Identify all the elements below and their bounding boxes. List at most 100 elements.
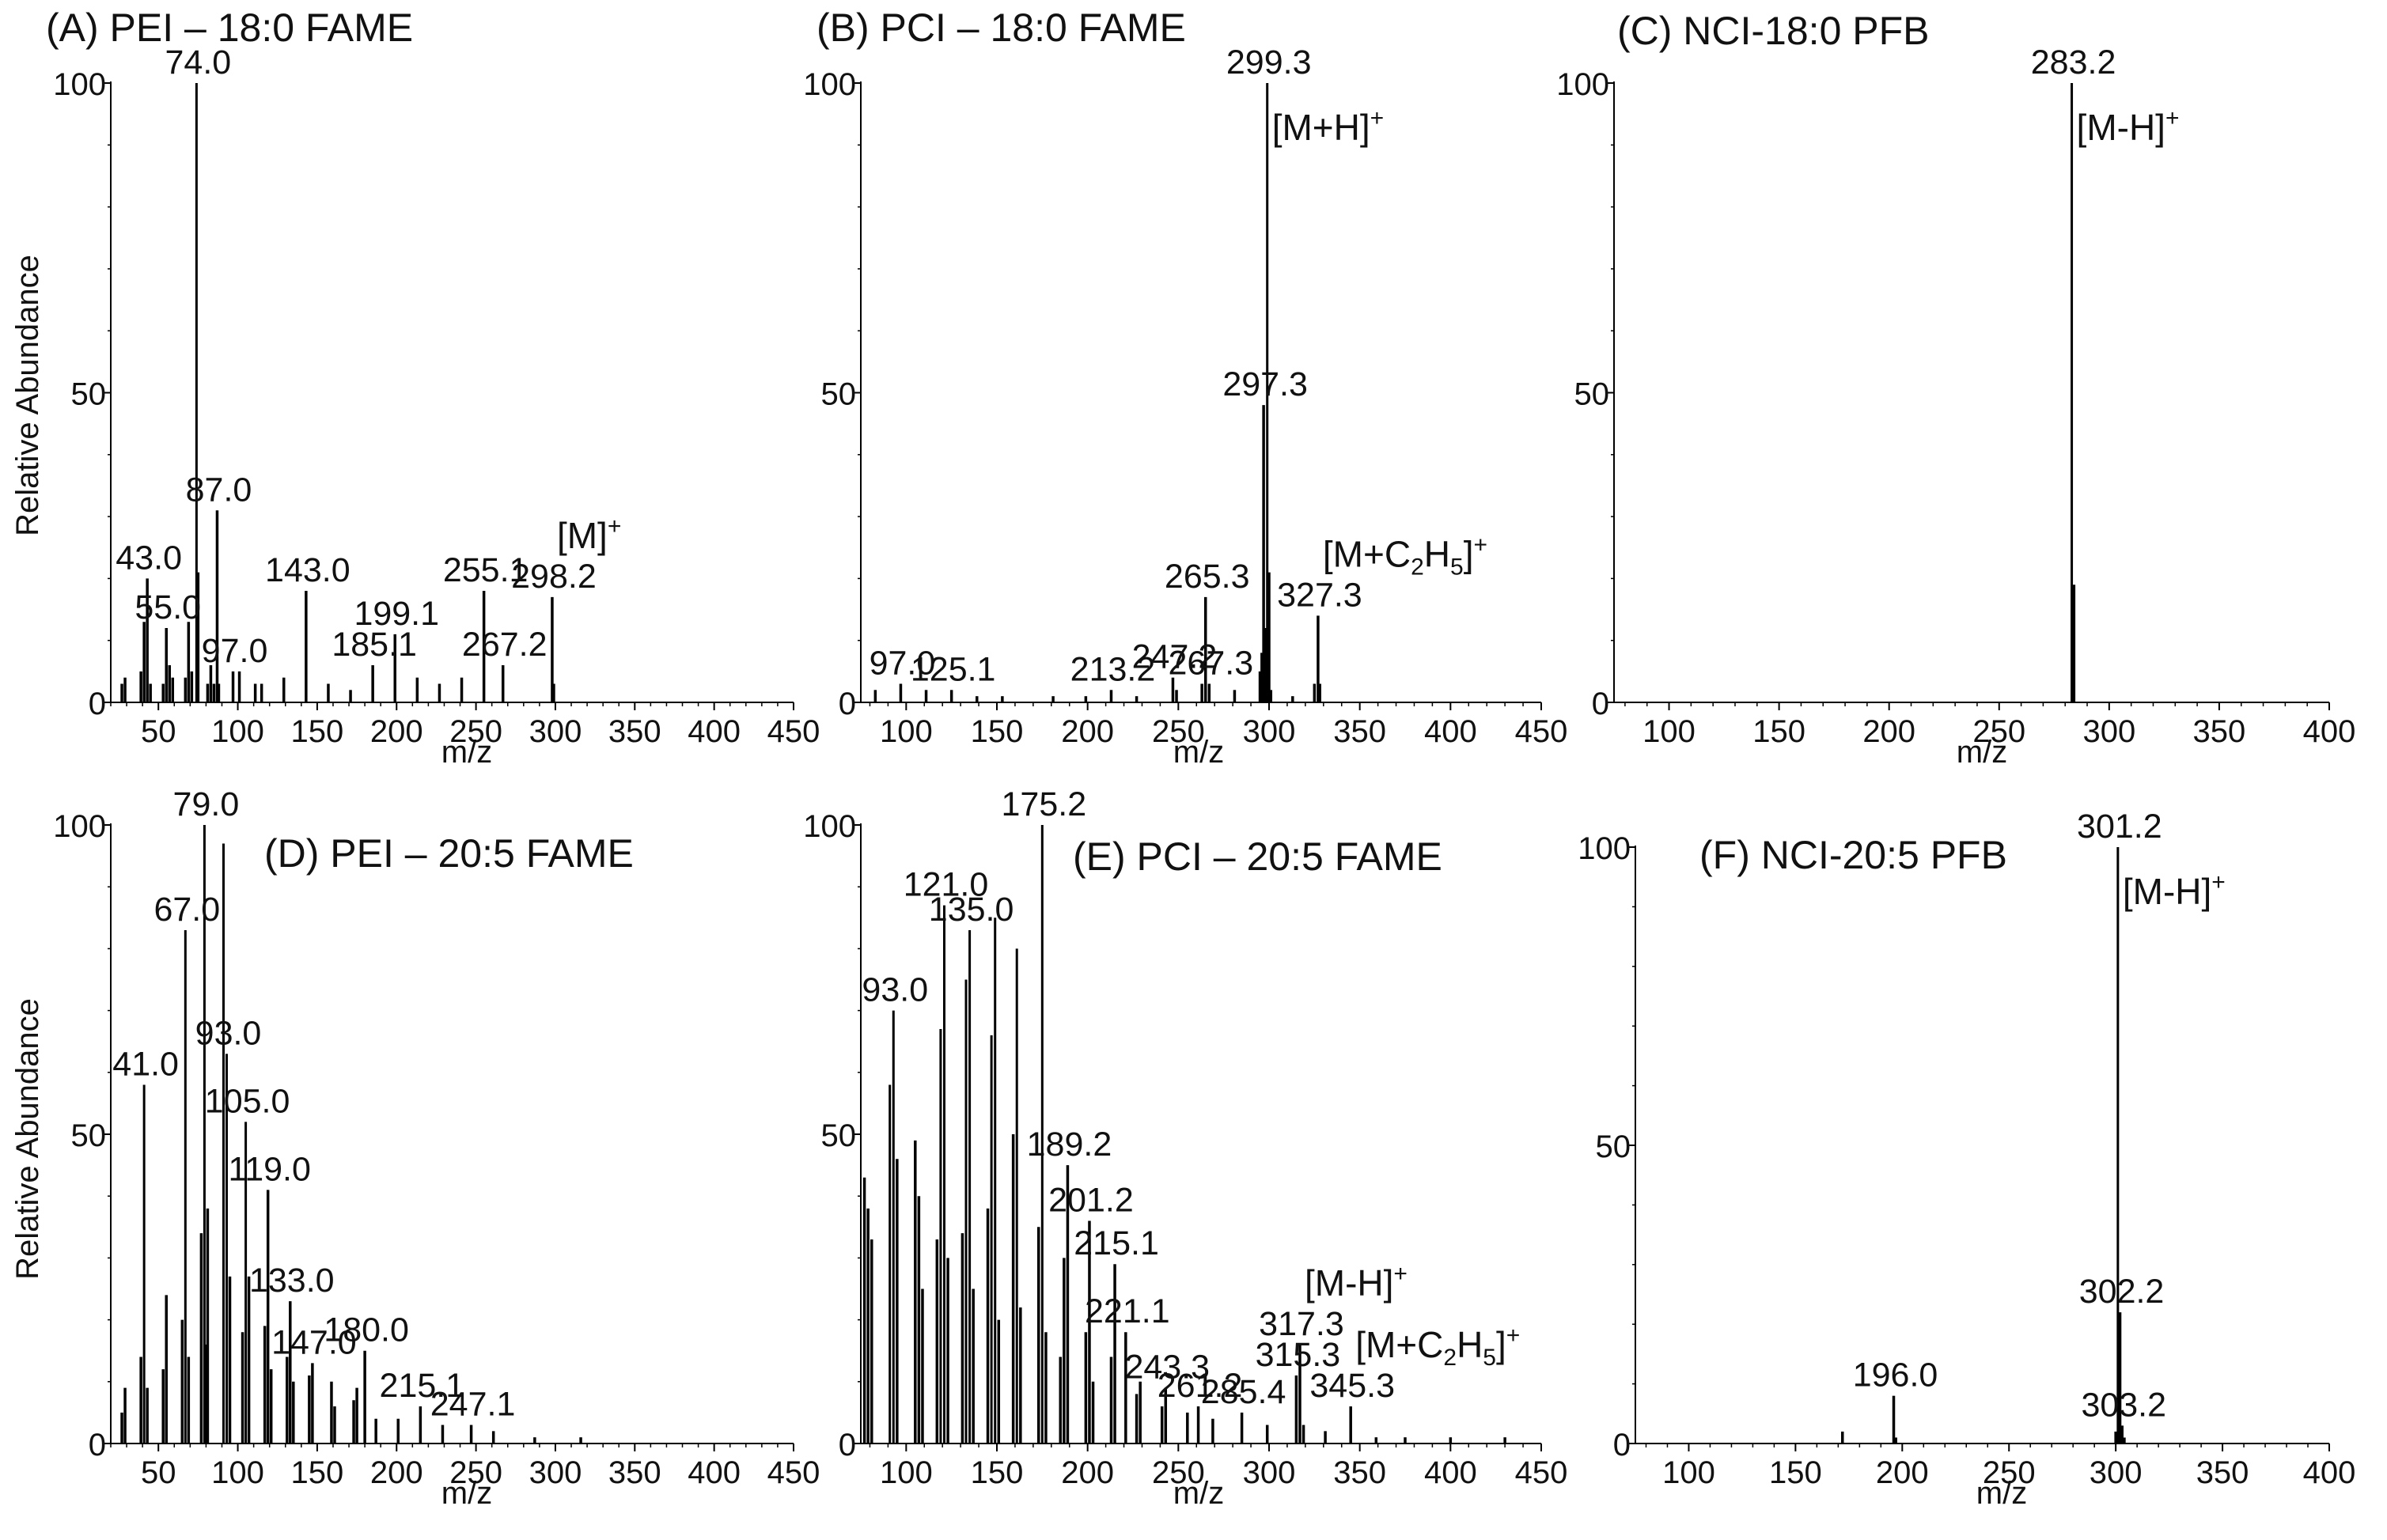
x-tick-label: 350 [2193, 714, 2246, 749]
x-tick-label: 200 [370, 1455, 423, 1490]
x-tick-label: 100 [211, 1455, 264, 1490]
x-tick-label: 450 [767, 1455, 820, 1490]
peak-label: 143.0 [265, 551, 350, 589]
x-tick-label: 400 [1424, 714, 1477, 749]
x-tick-label: 250 [1152, 714, 1205, 749]
peak-label: 189.2 [1027, 1126, 1112, 1164]
peak-label: 265.3 [1165, 558, 1250, 596]
x-tick-label: 100 [1642, 714, 1696, 749]
peak-label: 267.3 [1169, 645, 1254, 683]
spectrum-panel-a: 0 50 100 50 100 150 200 250 300 350 400 450 74.0 87.0… [10, 6, 820, 770]
ion-annotation: [M+H]+ [1272, 105, 1385, 148]
x-tick-label: 450 [1515, 714, 1568, 749]
x-tick-label: 200 [1061, 714, 1114, 749]
peak-label: 93.0 [862, 971, 928, 1009]
y-tick-label: 100 [1578, 831, 1631, 866]
peak-label: 215.1 [1074, 1224, 1159, 1262]
peak-label: 133.0 [249, 1262, 335, 1300]
peak-label: 285.4 [1201, 1373, 1286, 1411]
y-tick-label: 100 [1556, 67, 1609, 102]
peak-label: 74.0 [165, 44, 232, 81]
peak-label: 125.1 [911, 650, 996, 688]
y-axis-label: Relative Abundance [10, 255, 45, 536]
x-tick-label: 250 [449, 714, 502, 749]
peak-label: 261.2 [1158, 1367, 1243, 1405]
x-axis-label: m/z [1976, 1476, 2027, 1511]
x-tick-label: 200 [1862, 714, 1915, 749]
peak-label: 345.3 [1309, 1367, 1395, 1405]
x-tick-label: 300 [1243, 1455, 1296, 1490]
peak-label: 297.3 [1222, 365, 1308, 403]
peak-label: 283.2 [2031, 44, 2116, 81]
spectrum-panel-f: 0 50 100 100 150 200 250 300 350 400 301.2 302.2 303… [1578, 808, 2355, 1511]
peak-label: 201.2 [1048, 1181, 1134, 1219]
panel-title: (F) NCI-20:5 PFB [1699, 833, 2007, 877]
y-tick-label: 0 [839, 1428, 856, 1462]
y-tick-label: 100 [803, 67, 856, 102]
y-tick-label: 100 [53, 67, 106, 102]
x-tick-label: 100 [880, 714, 933, 749]
peak-label: 93.0 [195, 1014, 262, 1052]
peak-label: 315.3 [1256, 1336, 1341, 1374]
x-tick-label: 150 [971, 714, 1024, 749]
x-tick-label: 350 [608, 1455, 661, 1490]
x-tick-label: 50 [141, 1455, 176, 1490]
x-tick-label: 350 [1333, 1455, 1386, 1490]
y-tick-label: 50 [821, 1118, 857, 1153]
peak-label: 55.0 [135, 588, 201, 626]
x-tick-label: 350 [2196, 1455, 2249, 1490]
peak-label: 267.2 [462, 626, 547, 664]
peak-label: 302.2 [2079, 1273, 2165, 1311]
y-tick-label: 100 [53, 809, 106, 844]
x-axis-label: m/z [441, 735, 492, 770]
ion-annotation: [M]+ [557, 513, 621, 556]
x-tick-label: 150 [971, 1455, 1024, 1490]
x-tick-label: 300 [529, 714, 582, 749]
peak-label: 185.1 [332, 626, 417, 664]
y-tick-label: 50 [821, 377, 857, 412]
x-tick-label: 400 [2303, 714, 2356, 749]
panel-title: (A) PEI – 18:0 FAME [46, 6, 413, 50]
spectrum-panel-d: 0 50 100 50 100 150 200 250 300 350 400 450 79.0 67.0… [10, 785, 820, 1511]
x-tick-label: 450 [767, 714, 820, 749]
y-tick-label: 100 [803, 809, 856, 844]
x-tick-label: 400 [1424, 1455, 1477, 1490]
peak-label: 255.1 [443, 551, 529, 589]
peak-label: 105.0 [205, 1082, 290, 1120]
peak-label: 119.0 [228, 1150, 310, 1188]
peak-label: 180.0 [324, 1311, 409, 1349]
x-tick-label: 250 [1152, 1455, 1205, 1490]
peak-label: 317.3 [1259, 1305, 1344, 1343]
x-tick-label: 150 [1752, 714, 1805, 749]
peak-label: 301.2 [2077, 808, 2162, 846]
x-tick-label: 300 [2082, 714, 2135, 749]
y-tick-label: 0 [1592, 687, 1609, 721]
peak-label: 175.2 [1002, 785, 1087, 823]
x-tick-label: 300 [1243, 714, 1296, 749]
peak-label: 299.3 [1226, 44, 1312, 81]
x-tick-label: 200 [1061, 1455, 1114, 1490]
spectrum-panel-b: 0 50 100 100 150 200 250 300 350 400 450 299.3 297.3… [803, 6, 1567, 770]
y-tick-label: 50 [1574, 377, 1610, 412]
peak-label: 196.0 [1853, 1356, 1938, 1394]
panel-title: (C) NCI-18:0 PFB [1617, 9, 1930, 53]
panel-title: (B) PCI – 18:0 FAME [817, 6, 1186, 50]
x-axis-label: m/z [1957, 735, 2007, 770]
peak-label: 303.2 [2081, 1386, 2166, 1424]
peak-label: 43.0 [116, 539, 182, 577]
x-tick-label: 400 [688, 1455, 741, 1490]
ion-annotation: [M-H]+ [2077, 105, 2180, 148]
peak-label: 298.2 [511, 558, 597, 596]
y-tick-label: 50 [71, 377, 107, 412]
x-tick-label: 350 [1333, 714, 1386, 749]
x-tick-label: 450 [1515, 1455, 1568, 1490]
peak-label: 327.3 [1277, 576, 1362, 614]
y-tick-label: 50 [1596, 1129, 1631, 1164]
panel-title: (E) PCI – 20:5 FAME [1073, 834, 1442, 879]
x-tick-label: 350 [608, 714, 661, 749]
peak-label: 221.1 [1085, 1292, 1170, 1330]
x-tick-label: 250 [1972, 714, 2025, 749]
x-tick-label: 100 [211, 714, 264, 749]
peak-label: 213.2 [1070, 650, 1156, 688]
